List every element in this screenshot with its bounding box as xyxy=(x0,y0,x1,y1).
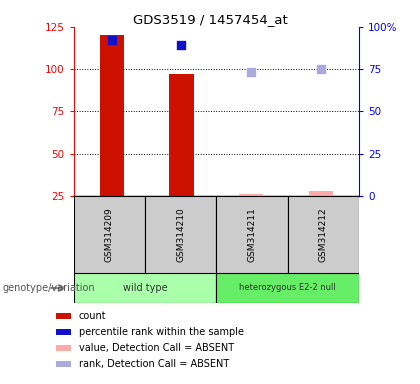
Bar xyxy=(216,196,288,273)
Bar xyxy=(216,273,359,303)
Bar xyxy=(74,196,145,273)
Bar xyxy=(309,191,333,196)
Text: value, Detection Call = ABSENT: value, Detection Call = ABSENT xyxy=(79,343,234,353)
Text: wild type: wild type xyxy=(123,283,167,293)
Point xyxy=(318,66,324,72)
Text: GSM314210: GSM314210 xyxy=(176,207,185,262)
Bar xyxy=(288,196,359,273)
Bar xyxy=(56,329,71,335)
Point xyxy=(248,70,255,76)
Text: percentile rank within the sample: percentile rank within the sample xyxy=(79,327,244,337)
Text: count: count xyxy=(79,311,106,321)
Bar xyxy=(145,196,216,273)
Bar xyxy=(56,361,71,367)
Text: heterozygous E2-2 null: heterozygous E2-2 null xyxy=(239,283,336,293)
Text: GSM314209: GSM314209 xyxy=(105,207,114,262)
Bar xyxy=(56,345,71,351)
Bar xyxy=(100,35,124,196)
Text: GDS3519 / 1457454_at: GDS3519 / 1457454_at xyxy=(133,13,287,26)
Text: genotype/variation: genotype/variation xyxy=(2,283,95,293)
Point xyxy=(108,37,115,43)
Bar xyxy=(74,273,216,303)
Bar xyxy=(56,313,71,319)
Text: GSM314212: GSM314212 xyxy=(319,207,328,262)
Text: GSM314211: GSM314211 xyxy=(247,207,257,262)
Text: rank, Detection Call = ABSENT: rank, Detection Call = ABSENT xyxy=(79,359,229,369)
Bar xyxy=(239,194,263,196)
Point xyxy=(178,42,185,48)
Bar xyxy=(169,74,194,196)
